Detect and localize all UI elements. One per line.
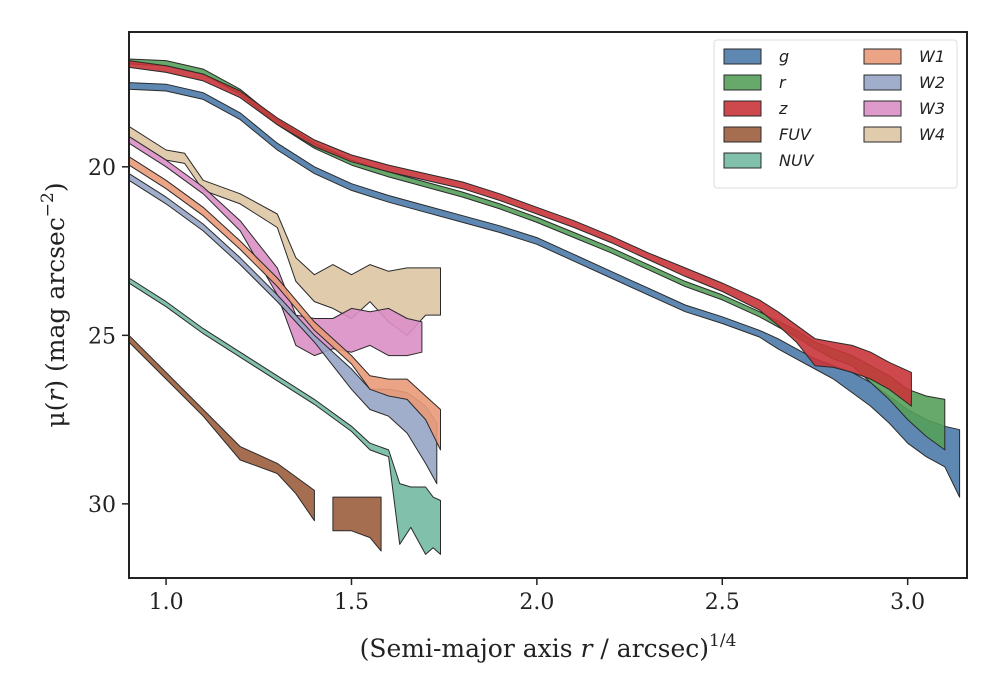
legend-swatch-w1 [863,48,902,65]
band-fuv [332,496,382,552]
data-bands [128,58,961,555]
legend-swatch-nuv [723,152,762,169]
x-tick-label: 1.5 [334,590,369,615]
legend-swatch-w4 [863,126,902,143]
legend-label-w3: W3 [919,99,945,118]
y-tick-label: 25 [88,324,116,349]
band-w2 [128,173,438,485]
x-axis-label: (Semi-major axis r / arcsec)1/4 [360,631,737,663]
legend: grz FUV NUV W1 W2 W3 W4 [713,39,958,189]
y-axis-ticks: 20 25 30 [88,156,129,518]
x-tick-label: 2.5 [705,590,740,615]
band-fuv [128,334,315,522]
legend-label-w4: W4 [919,125,945,144]
band-w4 [128,125,441,336]
legend-swatch-w3 [863,100,902,117]
x-tick-label: 3.0 [890,590,925,615]
x-tick-label: 2.0 [519,590,554,615]
legend-swatch-z [723,100,762,117]
legend-label-fuv: FUV [779,125,812,144]
legend-label-r: r [779,73,787,92]
legend-label-w2: W2 [919,73,945,92]
x-tick-label: 1.0 [149,590,184,615]
legend-label-w1: W1 [919,47,945,66]
y-axis-label: μ(r) (mag arcsec−2) [38,182,70,427]
band-g [128,82,961,498]
band-r [128,58,946,451]
x-axis-ticks: 1.0 1.5 2.0 2.5 3.0 [149,578,925,615]
band-w3 [128,136,423,357]
y-tick-label: 30 [88,493,116,518]
legend-swatch-r [723,74,762,91]
legend-label-z: z [778,99,788,118]
legend-label-nuv: NUV [779,151,815,170]
band-z [128,60,912,407]
legend-label-g: g [779,47,789,66]
band-nuv [128,277,441,555]
y-tick-label: 20 [88,156,116,181]
band-w1 [128,156,441,451]
plot-frame [128,31,968,579]
legend-swatch-w2 [863,74,902,91]
legend-swatch-g [723,48,762,65]
legend-swatch-fuv [723,126,762,143]
